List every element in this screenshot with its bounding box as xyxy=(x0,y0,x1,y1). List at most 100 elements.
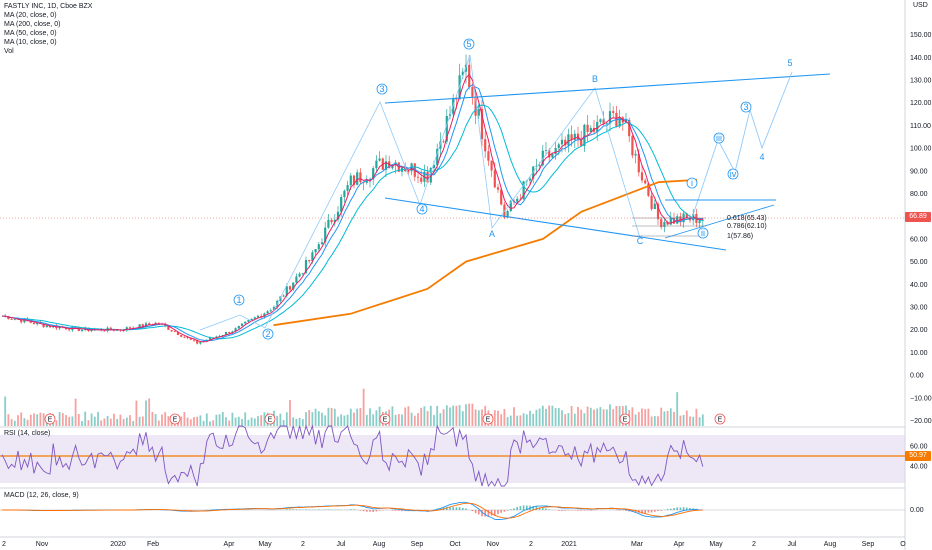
volume-bar xyxy=(343,415,346,426)
rsi-pane xyxy=(0,424,905,488)
candle-body xyxy=(551,153,554,158)
last-price-badge: 66.89 xyxy=(905,212,931,222)
macd-histogram-bar xyxy=(471,510,474,512)
volume-bar xyxy=(167,416,170,426)
volume-bar xyxy=(682,414,685,426)
volume-bar xyxy=(378,406,381,426)
volume-bar xyxy=(372,414,375,426)
volume-bar xyxy=(679,415,682,426)
volume-bar xyxy=(122,419,125,426)
wave-label: C xyxy=(637,236,644,246)
volume-bar xyxy=(106,415,109,426)
candle-body xyxy=(196,340,199,344)
volume-bar xyxy=(535,409,538,426)
macd-histogram-bar xyxy=(660,510,662,511)
volume-bar xyxy=(545,408,547,426)
volume-bar xyxy=(237,416,240,426)
candle-body xyxy=(90,330,93,331)
wave-label: i xyxy=(691,178,693,188)
wave-label: iv xyxy=(730,169,737,179)
volume-bar xyxy=(529,410,531,426)
candle-body xyxy=(474,96,477,116)
candle-body xyxy=(346,185,349,191)
candle-body xyxy=(240,323,244,326)
signal-line xyxy=(2,502,703,519)
macd-axis-tick: 0.00 xyxy=(910,507,924,514)
rsi-value-badge: 50.97 xyxy=(905,451,931,461)
macd-histogram-bar xyxy=(689,507,691,510)
candle-body xyxy=(679,216,682,223)
earnings-marker-circle xyxy=(44,413,56,425)
price-axis-tick: 50.00 xyxy=(910,259,928,266)
legend-vol[interactable]: Vol xyxy=(4,48,14,55)
macd-histogram-bar xyxy=(433,509,435,510)
volume-bar xyxy=(218,414,221,426)
legend-symbol[interactable]: FASTLY INC, 1D, Cboe BZX xyxy=(4,3,93,10)
volume-bar xyxy=(657,416,659,426)
volume-bar xyxy=(103,418,106,426)
time-axis-tick: Aug xyxy=(824,541,837,548)
candle-body xyxy=(522,181,525,199)
legend-ma50[interactable]: MA (50, close, 0) xyxy=(4,30,57,37)
volume-bar xyxy=(551,405,554,426)
volume-bar xyxy=(493,410,496,426)
rsi-axis-tick: 40.00 xyxy=(910,464,928,471)
volume-bar xyxy=(465,404,467,426)
macd-histogram-bar xyxy=(327,509,330,510)
candle-body xyxy=(298,273,301,277)
legend-ma200[interactable]: MA (200, close, 0) xyxy=(4,21,61,28)
volume-bar xyxy=(189,419,192,426)
macd-label[interactable]: MACD (12, 26, close, 9) xyxy=(4,492,79,499)
volume-bar xyxy=(225,417,227,426)
volume-bar xyxy=(33,413,35,426)
volume-bar xyxy=(407,406,410,426)
volume-bar xyxy=(97,411,99,426)
volume-bar xyxy=(647,408,650,426)
volume-bar xyxy=(308,410,311,426)
volume-bar xyxy=(500,414,503,426)
candle-body xyxy=(583,124,586,147)
candle-body xyxy=(439,141,442,149)
volume-bar xyxy=(375,410,378,426)
macd-histogram-bar xyxy=(369,510,371,512)
macd-histogram-bar xyxy=(286,509,288,510)
candle-body xyxy=(327,219,330,228)
candle-body xyxy=(493,170,496,188)
wave-label-circle xyxy=(686,177,698,189)
triangle-lower-line xyxy=(664,204,775,239)
macd-histogram-bar xyxy=(558,510,560,511)
candle-body xyxy=(676,216,679,224)
volume-bar xyxy=(362,388,365,426)
rsi-label[interactable]: RSI (14, close) xyxy=(4,430,51,437)
candle-body xyxy=(208,337,212,340)
moving-averages xyxy=(2,73,703,343)
legend-ma10[interactable]: MA (10, close, 0) xyxy=(4,39,57,46)
candle-body xyxy=(292,282,295,290)
volume-bar xyxy=(58,412,61,426)
volume-bar xyxy=(340,414,343,426)
legend-ma20[interactable]: MA (20, close, 0) xyxy=(4,12,57,19)
volume-bar xyxy=(4,396,7,426)
macd-histogram-bar xyxy=(439,508,442,510)
volume-bar xyxy=(193,417,195,426)
volume-bar xyxy=(337,416,339,426)
macd-histogram-bar xyxy=(318,509,320,510)
volume-bar xyxy=(525,414,528,426)
volume-bar xyxy=(449,407,451,426)
candle-body xyxy=(586,124,589,132)
volume-bar xyxy=(391,406,394,426)
candle-body xyxy=(228,331,231,334)
volume-bar xyxy=(356,408,359,426)
candle-body xyxy=(199,342,202,344)
candle-body xyxy=(692,214,695,221)
volume-bar xyxy=(557,408,560,426)
macd-histogram-bar xyxy=(350,509,352,510)
candle-body xyxy=(544,150,548,151)
candle-body xyxy=(80,329,84,331)
candle-body xyxy=(352,175,356,185)
time-axis-tick: 2 xyxy=(529,541,533,548)
price-axis-tick: 130.00 xyxy=(910,78,932,85)
candle-body xyxy=(253,317,256,319)
volume-bar xyxy=(324,415,327,426)
price-axis-tick: 110.00 xyxy=(910,123,931,130)
